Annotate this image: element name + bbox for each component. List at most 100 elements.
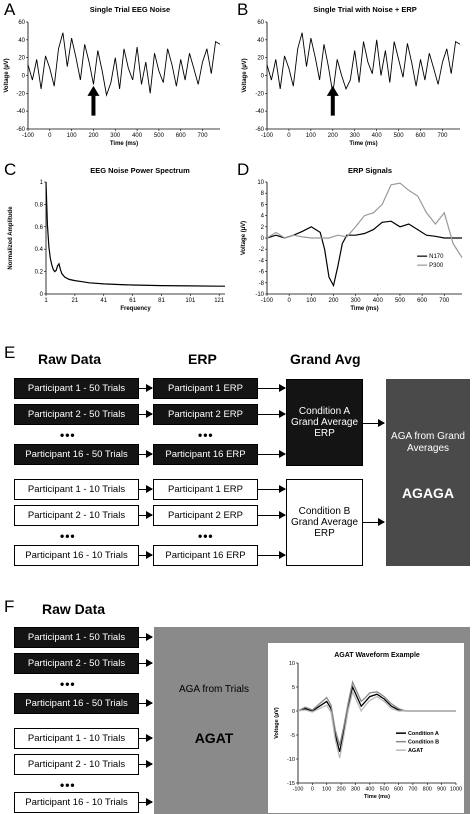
series-line-b bbox=[266, 32, 461, 94]
erp-box-a-2: Participant 2 ERP bbox=[153, 404, 258, 425]
aga-trials-subtitle: AGA from Trials bbox=[178, 684, 249, 695]
y-axis-label: Voltage (µV) bbox=[242, 58, 248, 92]
x-axis-label: Time (ms) bbox=[350, 306, 378, 312]
f-raw-box-a-16: Participant 16 - 50 Trials bbox=[14, 693, 139, 714]
series-line-p300 bbox=[266, 182, 463, 258]
erp-box-a-1: Participant 1 ERP bbox=[153, 378, 258, 399]
header-erp: ERP bbox=[188, 351, 217, 367]
x-tick-label: 300 bbox=[351, 787, 360, 793]
raw-box-a-2: Participant 2 - 50 Trials bbox=[14, 404, 139, 425]
x-tick-label: -100 bbox=[292, 787, 303, 793]
x-tick-label: 400 bbox=[373, 298, 384, 304]
x-tick-label: 900 bbox=[437, 787, 446, 793]
x-tick-label: 500 bbox=[395, 298, 406, 304]
raw-box-a-1: Participant 1 - 50 Trials bbox=[14, 378, 139, 399]
arrow-f-b1 bbox=[139, 734, 153, 742]
panel-letter-c: C bbox=[4, 160, 17, 179]
x-tick-label: 0 bbox=[287, 298, 291, 304]
arrow-e-b2 bbox=[139, 511, 153, 519]
x-tick-label: 100 bbox=[306, 298, 317, 304]
header-grand-avg: Grand Avg bbox=[290, 351, 361, 367]
x-axis-label: Frequency bbox=[120, 306, 151, 312]
dots-e-raw-b: ••• bbox=[60, 529, 76, 543]
x-tick-label: 300 bbox=[351, 298, 362, 304]
f-raw-box-b-2: Participant 2 - 10 Trials bbox=[14, 754, 139, 775]
x-tick-label: 0 bbox=[311, 787, 314, 793]
x-tick-label: 300 bbox=[350, 133, 361, 139]
y-tick-label: -20 bbox=[16, 91, 25, 97]
arrow-f-a2 bbox=[139, 659, 153, 667]
y-tick-label: 40 bbox=[257, 38, 264, 44]
y-tick-label: 0 bbox=[22, 74, 26, 80]
arrow-e-a16 bbox=[139, 450, 153, 458]
dots-e-erp-a: ••• bbox=[198, 428, 214, 442]
arrow-e-b16 bbox=[139, 551, 153, 559]
arrow-200ms-head bbox=[326, 85, 339, 96]
y-tick-label: 5 bbox=[292, 685, 295, 691]
dots-e-erp-b: ••• bbox=[198, 529, 214, 543]
x-tick-label: -100 bbox=[261, 133, 274, 139]
x-axis-label: Time (ms) bbox=[110, 141, 138, 147]
aga-grand-subtitle: AGA from Grand Averages bbox=[391, 431, 465, 454]
panel-letter-a: A bbox=[4, 0, 16, 19]
arrow-e-erp-b16 bbox=[258, 551, 286, 559]
y-tick-label: 4 bbox=[261, 214, 265, 220]
x-tick-label: 1000 bbox=[450, 787, 462, 793]
panel-letter-f: F bbox=[4, 597, 15, 616]
y-tick-label: -15 bbox=[287, 781, 295, 787]
arrow-e-erp-a1 bbox=[258, 384, 286, 392]
y-tick-label: -5 bbox=[290, 733, 295, 739]
y-tick-label: 2 bbox=[261, 225, 265, 231]
y-tick-label: -20 bbox=[255, 91, 264, 97]
chart-b-noise-plus-erp: -60 -40 -20 0 20 40 60 -100 0 100 200 300 400 500 600 7… bbox=[242, 20, 461, 147]
y-tick-label: 0.6 bbox=[35, 225, 44, 231]
arrow-f-b2 bbox=[139, 760, 153, 768]
arrow-e-erp-a16 bbox=[258, 450, 286, 458]
dots-e-raw-a: ••• bbox=[60, 428, 76, 442]
erp-box-a-16: Participant 16 ERP bbox=[153, 444, 258, 465]
y-tick-label: 8 bbox=[261, 191, 265, 197]
legend-label: Condition B bbox=[408, 740, 439, 746]
agat-label: AGAT bbox=[194, 730, 234, 746]
arrow-e-a2 bbox=[139, 410, 153, 418]
legend-label: P300 bbox=[429, 263, 444, 269]
x-tick-label: 600 bbox=[416, 133, 427, 139]
agaga-label: AGAGA bbox=[401, 485, 455, 501]
x-tick-label: 100 bbox=[322, 787, 331, 793]
raw-box-b-2: Participant 2 - 10 Trials bbox=[14, 505, 139, 526]
raw-box-b-1: Participant 1 - 10 Trials bbox=[14, 479, 139, 500]
y-axis-label: Voltage (µV) bbox=[4, 58, 10, 92]
panel-c-title: EEG Noise Power Spectrum bbox=[90, 166, 190, 175]
f-header-raw-data: Raw Data bbox=[42, 601, 106, 617]
f-raw-box-b-16: Participant 16 - 10 Trials bbox=[14, 792, 139, 813]
y-tick-label: 60 bbox=[257, 20, 264, 26]
series-line-agat bbox=[297, 689, 456, 759]
y-tick-label: 6 bbox=[261, 202, 265, 208]
x-tick-label: 800 bbox=[423, 787, 432, 793]
arrow-e-erp-a2 bbox=[258, 410, 286, 418]
series-line-c bbox=[45, 181, 225, 287]
y-tick-label: 0 bbox=[292, 709, 295, 715]
x-tick-label: 200 bbox=[88, 133, 99, 139]
y-tick-label: -60 bbox=[16, 127, 25, 133]
x-tick-label: 500 bbox=[380, 787, 389, 793]
y-tick-label: 0.8 bbox=[35, 202, 44, 208]
x-tick-label: 21 bbox=[72, 298, 79, 304]
x-tick-label: 400 bbox=[132, 133, 143, 139]
arrow-e-erp-b1 bbox=[258, 485, 286, 493]
dots-f-raw-a: ••• bbox=[60, 677, 76, 691]
raw-box-a-16: Participant 16 - 50 Trials bbox=[14, 444, 139, 465]
y-axis-label: Normalized Amplitude bbox=[8, 206, 14, 270]
arrow-e-grand-b bbox=[363, 518, 385, 526]
y-tick-label: 10 bbox=[289, 661, 295, 667]
series-line-a bbox=[27, 32, 221, 97]
x-tick-label: 600 bbox=[417, 298, 428, 304]
panel-letter-d: D bbox=[237, 160, 250, 179]
x-axis-label: Time (ms) bbox=[349, 141, 377, 147]
aga-from-grand-averages-box: AGA from Grand Averages AGAGA bbox=[386, 379, 470, 566]
panel-letter-b: B bbox=[237, 0, 249, 19]
x-tick-label: 61 bbox=[129, 298, 136, 304]
arrow-e-a1 bbox=[139, 384, 153, 392]
y-tick-label: 0 bbox=[261, 74, 265, 80]
x-tick-label: -100 bbox=[261, 298, 274, 304]
